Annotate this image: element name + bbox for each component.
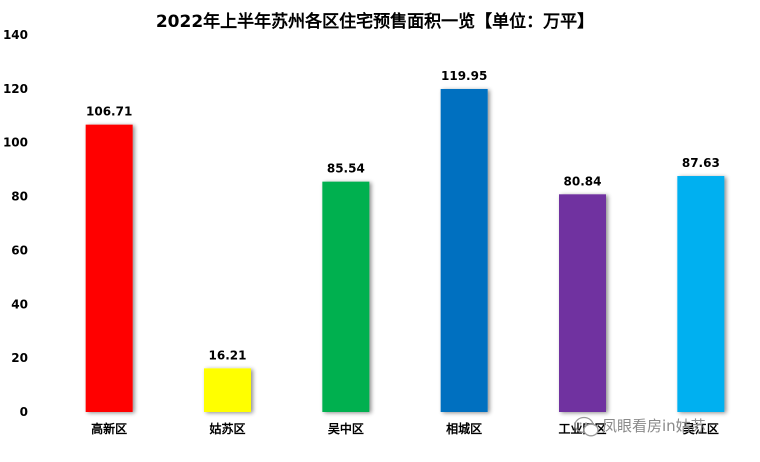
bar xyxy=(440,88,488,412)
data-label: 16.21 xyxy=(209,348,247,362)
data-label: 119.95 xyxy=(441,69,487,83)
bar xyxy=(677,176,725,412)
x-tick-label: 吴江区 xyxy=(683,421,719,436)
x-tick-label: 高新区 xyxy=(91,421,127,436)
y-tick-label: 100 xyxy=(3,136,28,150)
x-tick-label: 姑苏区 xyxy=(209,421,245,436)
x-tick-label: 工业园区 xyxy=(558,421,606,436)
wechat-icon xyxy=(574,416,599,437)
bar xyxy=(559,194,606,412)
data-label: 106.71 xyxy=(86,105,132,119)
x-tick-label: 相城区 xyxy=(446,421,482,436)
chart-title: 2022年上半年苏州各区住宅预售面积一览【单位：万平】 xyxy=(156,11,594,32)
y-tick-label: 0 xyxy=(20,405,28,419)
y-tick-label: 80 xyxy=(11,190,28,204)
watermark-text: 凤眼看房in姑苏 xyxy=(602,417,706,435)
watermark: 凤眼看房in姑苏 xyxy=(574,416,706,437)
x-axis: 高新区 姑苏区 吴中区 相城区 工业园区 吴江区 xyxy=(91,421,719,436)
y-tick-label: 40 xyxy=(11,297,28,311)
y-tick-label: 140 xyxy=(3,28,28,42)
data-label: 80.84 xyxy=(564,174,602,188)
bars: 106.71 16.21 85.54 119.95 80.84 87.63 xyxy=(85,69,725,413)
y-tick-label: 20 xyxy=(11,351,28,365)
y-tick-label: 120 xyxy=(3,82,28,96)
bar xyxy=(322,181,370,412)
y-tick-label: 60 xyxy=(11,243,28,257)
bar xyxy=(85,124,133,413)
data-label: 85.54 xyxy=(327,162,365,176)
x-tick-label: 吴中区 xyxy=(328,421,364,436)
data-label: 87.63 xyxy=(682,156,720,170)
bar xyxy=(204,368,251,412)
y-axis: 0 20 40 60 80 100 120 140 xyxy=(3,28,28,419)
